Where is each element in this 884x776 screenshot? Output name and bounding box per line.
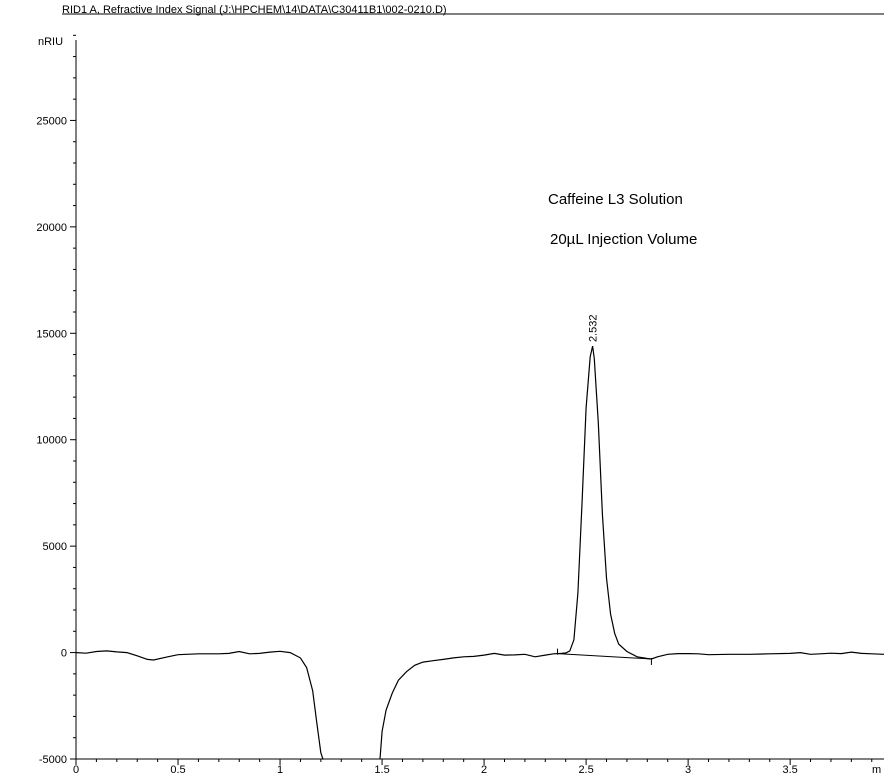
y-tick-label: 15000: [36, 328, 67, 340]
peak-label: 2.532: [588, 315, 600, 343]
peak-baseline: [557, 653, 652, 660]
y-ticks: -5000 0 5000 10000 15000 20000 25000: [36, 13, 76, 766]
x-ticks: 0 0.5 1 1.5 2 2.5 3 3.5 m: [73, 759, 881, 776]
x-tick-label: 3: [685, 764, 691, 776]
x-axis-unit-label: m: [872, 764, 881, 776]
x-tick-label: 2.5: [578, 764, 593, 776]
y-tick-label: 5000: [43, 541, 67, 553]
annotation-injection: 20µL Injection Volume: [550, 231, 697, 248]
signal-trace-1: [379, 345, 884, 760]
series-group: [75, 345, 884, 760]
y-tick-label: 10000: [36, 435, 67, 447]
chart-title: RID1 A, Refractive Index Signal (J:\HPCH…: [62, 4, 447, 16]
x-tick-label: 3.5: [782, 764, 797, 776]
x-tick-label: 0: [73, 764, 79, 776]
y-tick-label: 0: [61, 648, 67, 660]
x-tick-label: 1: [277, 764, 283, 776]
y-tick-label: 20000: [36, 222, 67, 234]
y-tick-label: -5000: [39, 754, 67, 766]
y-tick-label: 25000: [36, 115, 67, 127]
x-tick-label: 1.5: [374, 764, 389, 776]
x-tick-label: 2: [481, 764, 487, 776]
signal-trace-0: [75, 650, 324, 760]
x-tick-label: 0.5: [170, 764, 185, 776]
annotation-sample: Caffeine L3 Solution: [548, 191, 683, 208]
y-axis-unit-label: nRIU: [38, 36, 63, 48]
